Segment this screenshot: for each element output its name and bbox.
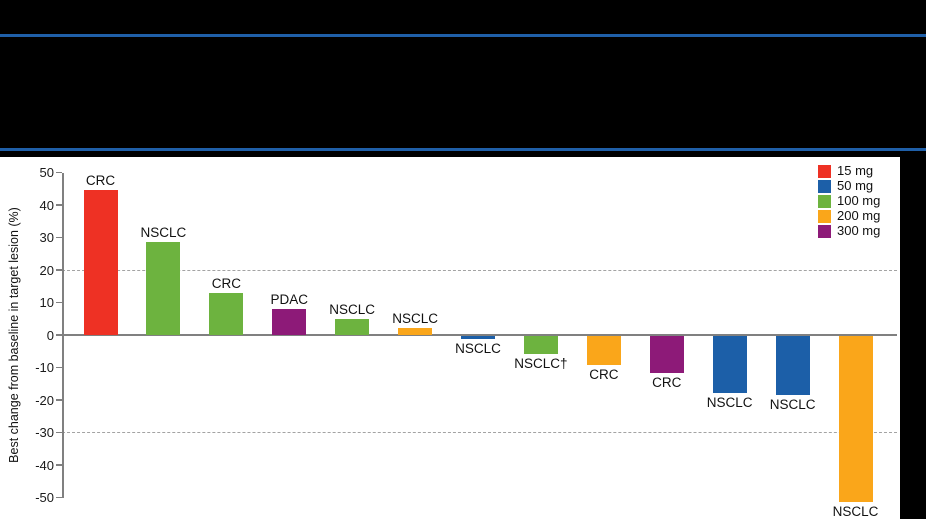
zero-baseline — [62, 334, 897, 336]
y-tick-label: 10 — [39, 295, 54, 310]
y-tick-label: -10 — [35, 360, 54, 375]
waterfall-bar — [649, 336, 684, 374]
y-tick-label: 0 — [46, 327, 54, 343]
legend-label: 100 mg — [837, 193, 881, 208]
y-tick-mark — [56, 399, 62, 401]
bar-label: NSCLC — [769, 396, 816, 412]
waterfall-bar — [335, 318, 370, 335]
waterfall-bar — [83, 190, 118, 335]
plot-area: 50 40 30 20 10 0 -10 -20 -30 -40 -50 CRC NSCLC CRC PDA… — [0, 157, 900, 519]
legend-swatch — [818, 224, 831, 238]
legend-swatch — [818, 164, 831, 178]
bar-label: CRC — [85, 173, 116, 189]
bar-label: CRC — [652, 375, 682, 391]
waterfall-bar — [523, 336, 558, 354]
y-tick-mark — [56, 204, 62, 206]
legend-item: 15 mg — [818, 164, 880, 178]
bar-label: NSCLC — [329, 301, 376, 317]
waterfall-bar — [775, 336, 810, 395]
legend-label: 300 mg — [837, 223, 881, 238]
bar-label: NSCLC — [140, 225, 187, 241]
waterfall-bar — [586, 336, 621, 366]
y-tick-mark — [56, 334, 62, 336]
legend-item: 300 mg — [818, 224, 880, 238]
waterfall-bar — [712, 336, 747, 393]
y-tick-label: 20 — [39, 262, 54, 278]
y-tick-label: 50 — [39, 165, 54, 180]
waterfall-bar — [838, 336, 873, 502]
bar-label: NSCLC — [392, 310, 438, 326]
legend-label: 15 mg — [837, 163, 874, 178]
y-tick-mark — [56, 236, 62, 239]
legend-item: 50 mg — [818, 179, 880, 193]
y-tick-mark — [56, 496, 62, 499]
waterfall-bar — [209, 292, 244, 335]
y-tick-label: -50 — [35, 490, 54, 505]
y-tick-mark — [56, 366, 62, 369]
legend-item: 200 mg — [818, 209, 880, 223]
bar-label: CRC — [211, 275, 241, 291]
bar-label: NSCLC† — [514, 355, 568, 371]
y-tick-mark — [56, 464, 62, 466]
legend-swatch — [818, 194, 831, 208]
y-tick-label: -30 — [35, 425, 54, 440]
bar-label: NSCLC — [832, 503, 879, 519]
top-banner — [0, 0, 926, 157]
bar-label: CRC — [589, 367, 619, 383]
bar-label: PDAC — [270, 292, 308, 307]
bar-label: NSCLC — [706, 394, 753, 410]
reference-gridline — [62, 432, 897, 433]
y-tick-label: -40 — [35, 457, 54, 473]
y-tick-label: 40 — [39, 197, 54, 213]
legend-label: 200 mg — [837, 208, 881, 223]
y-tick-mark — [56, 301, 62, 304]
y-tick-mark — [56, 431, 62, 434]
waterfall-bar — [146, 242, 181, 335]
bar-label: NSCLC — [455, 341, 501, 357]
divider-line-top — [0, 34, 926, 37]
waterfall-bar — [398, 327, 433, 335]
y-tick-mark — [56, 171, 62, 174]
divider-line-bottom — [0, 148, 926, 151]
waterfall-bar — [461, 336, 496, 340]
legend-item: 100 mg — [818, 194, 880, 208]
legend: 15 mg 50 mg 100 mg 200 mg 300 mg — [818, 164, 880, 238]
legend-swatch — [818, 179, 831, 193]
legend-label: 50 mg — [837, 178, 874, 193]
legend-swatch — [818, 209, 831, 223]
reference-gridline — [62, 269, 897, 271]
y-tick-label: 30 — [39, 230, 54, 245]
waterfall-bar — [272, 309, 307, 335]
y-tick-label: -20 — [35, 392, 54, 408]
chart-panel: Best change from baseline in target lesi… — [0, 157, 900, 519]
y-tick-mark — [56, 269, 62, 271]
